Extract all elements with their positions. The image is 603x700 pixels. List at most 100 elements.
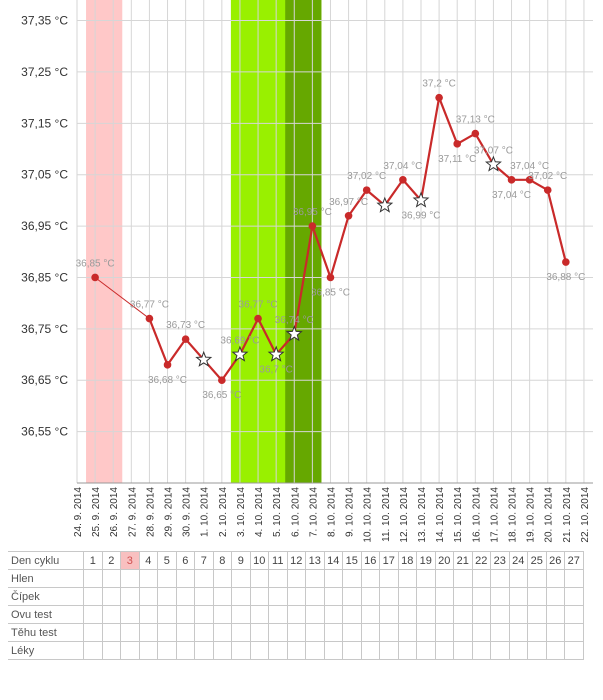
- entry-cell[interactable]: [545, 569, 565, 588]
- entry-cell[interactable]: [471, 605, 491, 624]
- entry-cell[interactable]: [360, 605, 380, 624]
- entry-cell[interactable]: [397, 641, 417, 660]
- entry-cell[interactable]: [379, 623, 399, 642]
- entry-cell[interactable]: [416, 641, 436, 660]
- entry-cell[interactable]: [268, 641, 288, 660]
- entry-cell[interactable]: [249, 641, 269, 660]
- entry-cell[interactable]: [323, 569, 343, 588]
- entry-cell[interactable]: [397, 623, 417, 642]
- entry-cell[interactable]: [416, 587, 436, 606]
- entry-cell[interactable]: [212, 587, 232, 606]
- entry-cell[interactable]: [453, 623, 473, 642]
- entry-cell[interactable]: [212, 569, 232, 588]
- entry-cell[interactable]: [379, 605, 399, 624]
- entry-cell[interactable]: [194, 641, 214, 660]
- entry-cell[interactable]: [434, 623, 454, 642]
- entry-cell[interactable]: [212, 641, 232, 660]
- entry-cell[interactable]: [342, 641, 362, 660]
- entry-cell[interactable]: [564, 605, 584, 624]
- entry-cell[interactable]: [194, 587, 214, 606]
- entry-cell[interactable]: [101, 623, 121, 642]
- entry-cell[interactable]: [83, 587, 103, 606]
- entry-cell[interactable]: [416, 569, 436, 588]
- entry-cell[interactable]: [360, 641, 380, 660]
- entry-cell[interactable]: [138, 587, 158, 606]
- entry-cell[interactable]: [175, 641, 195, 660]
- entry-cell[interactable]: [342, 605, 362, 624]
- entry-cell[interactable]: [564, 623, 584, 642]
- entry-cell[interactable]: [101, 605, 121, 624]
- entry-cell[interactable]: [434, 569, 454, 588]
- entry-cell[interactable]: [268, 587, 288, 606]
- entry-cell[interactable]: [360, 569, 380, 588]
- entry-cell[interactable]: [138, 569, 158, 588]
- entry-cell[interactable]: [471, 641, 491, 660]
- entry-cell[interactable]: [434, 587, 454, 606]
- entry-cell[interactable]: [83, 623, 103, 642]
- entry-cell[interactable]: [342, 587, 362, 606]
- entry-cell[interactable]: [231, 605, 251, 624]
- entry-cell[interactable]: [268, 623, 288, 642]
- entry-cell[interactable]: [471, 569, 491, 588]
- entry-cell[interactable]: [138, 641, 158, 660]
- entry-cell[interactable]: [175, 587, 195, 606]
- entry-cell[interactable]: [305, 605, 325, 624]
- entry-cell[interactable]: [157, 587, 177, 606]
- entry-cell[interactable]: [416, 623, 436, 642]
- entry-cell[interactable]: [120, 623, 140, 642]
- entry-cell[interactable]: [83, 605, 103, 624]
- entry-cell[interactable]: [157, 605, 177, 624]
- entry-cell[interactable]: [212, 623, 232, 642]
- entry-cell[interactable]: [434, 605, 454, 624]
- entry-cell[interactable]: [490, 587, 510, 606]
- entry-cell[interactable]: [397, 587, 417, 606]
- entry-cell[interactable]: [231, 623, 251, 642]
- entry-cell[interactable]: [564, 641, 584, 660]
- entry-cell[interactable]: [490, 641, 510, 660]
- entry-cell[interactable]: [323, 623, 343, 642]
- entry-cell[interactable]: [508, 587, 528, 606]
- entry-cell[interactable]: [268, 569, 288, 588]
- entry-cell[interactable]: [508, 569, 528, 588]
- entry-cell[interactable]: [249, 569, 269, 588]
- entry-cell[interactable]: [249, 623, 269, 642]
- entry-cell[interactable]: [453, 569, 473, 588]
- entry-cell[interactable]: [305, 641, 325, 660]
- entry-cell[interactable]: [305, 569, 325, 588]
- entry-cell[interactable]: [527, 641, 547, 660]
- entry-cell[interactable]: [545, 641, 565, 660]
- entry-cell[interactable]: [120, 569, 140, 588]
- entry-cell[interactable]: [323, 587, 343, 606]
- entry-cell[interactable]: [453, 641, 473, 660]
- entry-cell[interactable]: [101, 587, 121, 606]
- entry-cell[interactable]: [101, 641, 121, 660]
- entry-cell[interactable]: [194, 569, 214, 588]
- entry-cell[interactable]: [120, 605, 140, 624]
- entry-cell[interactable]: [138, 623, 158, 642]
- entry-cell[interactable]: [249, 605, 269, 624]
- entry-cell[interactable]: [323, 641, 343, 660]
- entry-cell[interactable]: [286, 605, 306, 624]
- entry-cell[interactable]: [157, 641, 177, 660]
- entry-cell[interactable]: [453, 587, 473, 606]
- entry-cell[interactable]: [120, 587, 140, 606]
- entry-cell[interactable]: [490, 605, 510, 624]
- entry-cell[interactable]: [545, 587, 565, 606]
- entry-cell[interactable]: [342, 569, 362, 588]
- entry-cell[interactable]: [490, 623, 510, 642]
- entry-cell[interactable]: [545, 605, 565, 624]
- entry-cell[interactable]: [212, 605, 232, 624]
- entry-cell[interactable]: [231, 641, 251, 660]
- entry-cell[interactable]: [194, 623, 214, 642]
- entry-cell[interactable]: [286, 569, 306, 588]
- entry-cell[interactable]: [379, 587, 399, 606]
- entry-cell[interactable]: [360, 623, 380, 642]
- entry-cell[interactable]: [453, 605, 473, 624]
- entry-cell[interactable]: [157, 569, 177, 588]
- entry-cell[interactable]: [286, 641, 306, 660]
- entry-cell[interactable]: [508, 605, 528, 624]
- entry-cell[interactable]: [175, 623, 195, 642]
- entry-cell[interactable]: [268, 605, 288, 624]
- entry-cell[interactable]: [508, 623, 528, 642]
- entry-cell[interactable]: [175, 605, 195, 624]
